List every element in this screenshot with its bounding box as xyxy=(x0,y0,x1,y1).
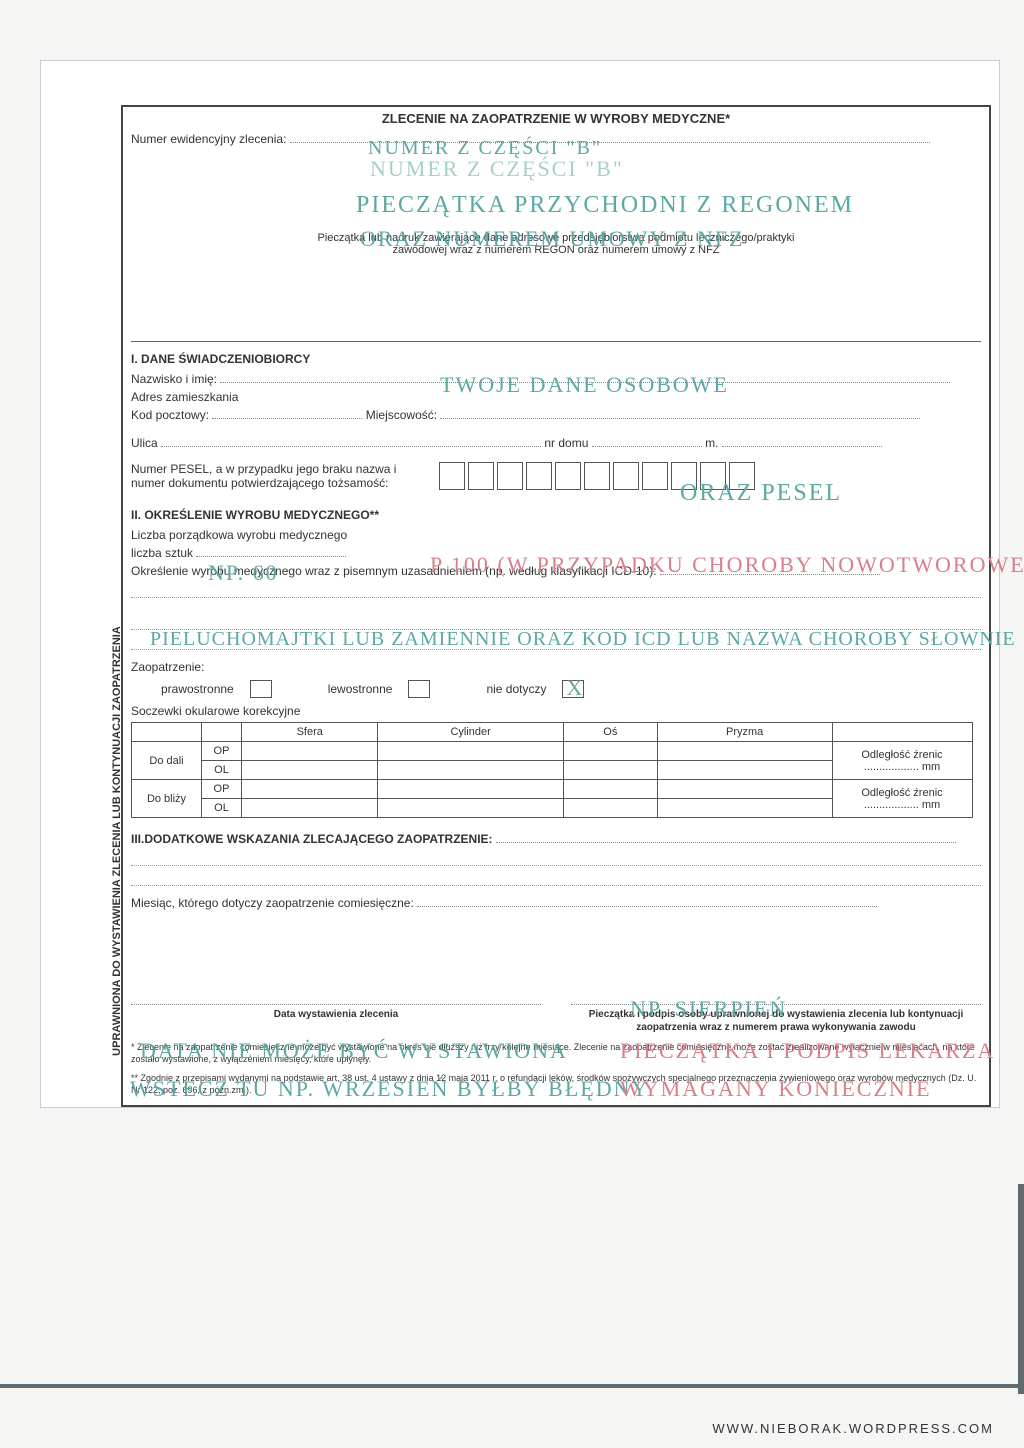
m-label: m. xyxy=(705,436,718,450)
th-cylinder: Cylinder xyxy=(378,723,563,742)
liczba-sztuk-row: liczba sztuk xyxy=(131,546,981,560)
zaopatrzenie-label: Zaopatrzenie: xyxy=(131,660,981,674)
td-ol1: OL xyxy=(202,761,242,780)
td-op1: OP xyxy=(202,742,242,761)
okreslenie-row: Określenie wyrobu medycznego wraz z pise… xyxy=(131,564,981,578)
td-ol2: OL xyxy=(202,799,242,818)
sig-date-col: Data wystawienia zlecenia xyxy=(131,1004,541,1034)
section-3-head: III.DODATKOWE WSKAZANIA ZLECAJĄCEGO ZAOP… xyxy=(131,832,493,846)
footer-url: WWW.NIEBORAK.WORDPRESS.COM xyxy=(712,1421,994,1436)
zaopatrzenie-options: prawostronne lewostronne nie dotyczy X xyxy=(131,680,981,698)
numer-ewid-row: Numer ewidencyjny zlecenia: xyxy=(131,132,981,146)
form-paper: MYASZYCIM MASORYW MYM (część A) UPRAWNIO… xyxy=(40,60,1000,1108)
numer-ewid-label: Numer ewidencyjny zlecenia: xyxy=(131,132,286,146)
nazwisko-label: Nazwisko i imię: xyxy=(131,372,217,386)
td-odl2: Odległość źrenic.................. mm xyxy=(832,780,972,818)
kod-label: Kod pocztowy: xyxy=(131,408,209,422)
liczba-porz: Liczba porządkowa wyrobu medycznego xyxy=(131,528,981,542)
pesel-row: Numer PESEL, a w przypadku jego braku na… xyxy=(131,462,981,490)
section-2-head: II. OKREŚLENIE WYROBU MEDYCZNEGO** xyxy=(131,508,981,522)
td-op2: OP xyxy=(202,780,242,799)
ulica-label: Ulica xyxy=(131,436,158,450)
th-sfera: Sfera xyxy=(242,723,378,742)
soczewki-label: Soczewki okularowe korekcyjne xyxy=(131,704,981,718)
opt-lewostronne: lewostronne xyxy=(328,682,393,696)
td-doblizy: Do bliży xyxy=(132,780,202,818)
section-3-row: III.DODATKOWE WSKAZANIA ZLECAJĄCEGO ZAOP… xyxy=(131,832,981,846)
footnote-2: ** Zgodnie z przepisami wydanymi na pods… xyxy=(131,1073,981,1096)
stamp-note-2: zawodowej wraz z numerem REGON oraz nume… xyxy=(131,244,981,256)
opt-prawostronne: prawostronne xyxy=(161,682,234,696)
th-os: Oś xyxy=(563,723,657,742)
nazwisko-row: Nazwisko i imię: xyxy=(131,372,981,386)
opt-niedotyczy: nie dotyczy xyxy=(486,682,546,696)
sig-data-label: Data wystawienia zlecenia xyxy=(131,1008,541,1021)
kod-row: Kod pocztowy: Miejscowość: xyxy=(131,408,981,422)
th-pryzma: Pryzma xyxy=(657,723,832,742)
adres-label: Adres zamieszkania xyxy=(131,390,981,404)
checkbox-prawostronne[interactable] xyxy=(250,680,272,698)
lens-table: Sfera Cylinder Oś Pryzma Do dali OP Odle… xyxy=(131,722,973,818)
checkbox-niedotyczy[interactable]: X xyxy=(562,680,584,698)
corner-line xyxy=(1018,1184,1024,1394)
okreslenie-label: Określenie wyrobu medycznego wraz z pise… xyxy=(131,564,657,578)
footnote-1: * Zlecenie na zaopatrzenie comiesięczne … xyxy=(131,1042,981,1065)
td-odl1: Odległość źrenic.................. mm xyxy=(832,742,972,780)
form-border: ZLECENIE NA ZAOPATRZENIE W WYROBY MEDYCZ… xyxy=(121,105,991,1107)
miesiac-row: Miesiąc, którego dotyczy zaopatrzenie co… xyxy=(131,896,981,910)
checkbox-lewostronne[interactable] xyxy=(408,680,430,698)
section-1-head: I. DANE ŚWIADCZENIOBIORCY xyxy=(131,352,981,366)
sig-stamp-col: Pieczątka i podpis osoby uprawnionej do … xyxy=(571,1004,981,1034)
liczba-sztuk-label: liczba sztuk xyxy=(131,546,193,560)
footer-rule xyxy=(0,1384,1024,1388)
stamp-note-1: Pieczątka lub nadruk zawierające dane ad… xyxy=(131,232,981,244)
form-title: ZLECENIE NA ZAOPATRZENIE W WYROBY MEDYCZ… xyxy=(131,111,981,126)
ulica-row: Ulica nr domu m. xyxy=(131,436,981,450)
pesel-label: Numer PESEL, a w przypadku jego braku na… xyxy=(131,462,431,490)
check-mark-icon: X xyxy=(566,675,582,701)
sig-pieczatka-label: Pieczątka i podpis osoby uprawnionej do … xyxy=(571,1008,981,1034)
nrdomu-label: nr domu xyxy=(544,436,588,450)
miesiac-label: Miesiąc, którego dotyczy zaopatrzenie co… xyxy=(131,896,414,910)
stamp-box: Pieczątka lub nadruk zawierające dane ad… xyxy=(131,232,981,342)
signature-row: Data wystawienia zlecenia Pieczątka i po… xyxy=(131,1004,981,1034)
miejsc-label: Miejscowość: xyxy=(366,408,437,422)
td-dodali: Do dali xyxy=(132,742,202,780)
pesel-boxes[interactable] xyxy=(439,462,755,490)
